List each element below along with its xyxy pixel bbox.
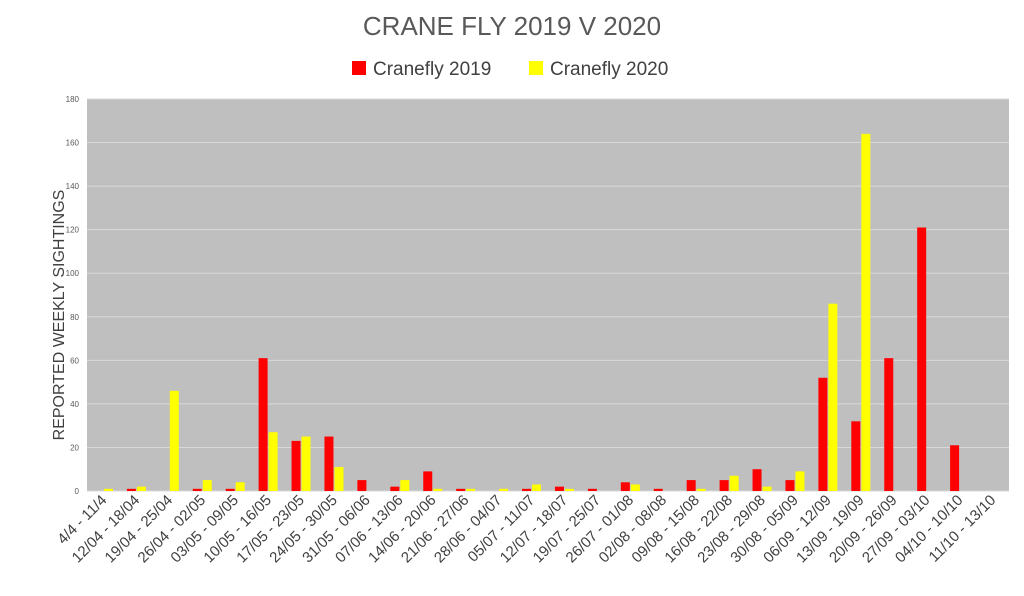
legend-label-2019: Cranefly 2019 (373, 59, 491, 80)
y-tick-label: 180 (66, 95, 80, 104)
bar-2019 (785, 480, 795, 491)
y-tick-label: 120 (66, 226, 80, 235)
bar-2020 (729, 475, 739, 491)
bar-2019 (357, 480, 367, 491)
bar-2020 (433, 488, 443, 491)
legend-label-2020: Cranefly 2020 (550, 59, 668, 80)
y-tick-label: 100 (66, 269, 80, 278)
y-axis-ticks: 0 20 40 60 80 100 120 140 160 180 (66, 95, 80, 496)
bar-2019 (126, 488, 136, 491)
y-tick-label: 60 (70, 356, 79, 365)
plot-area (87, 99, 1009, 491)
bar-2019 (686, 480, 696, 491)
bar-2020 (564, 488, 574, 491)
bar-2020 (301, 436, 311, 491)
bar-2019 (818, 377, 828, 491)
bar-2020 (499, 488, 509, 491)
bar-2020 (268, 432, 278, 491)
bar-2019 (456, 488, 466, 491)
y-tick-label: 160 (66, 139, 80, 148)
bar-2020 (202, 480, 212, 491)
bars (103, 133, 960, 491)
bar-2020 (828, 303, 838, 491)
bar-2020 (334, 467, 344, 491)
bar-2019 (554, 486, 564, 491)
bar-2020 (103, 488, 113, 491)
legend-swatch-2020 (529, 61, 543, 75)
y-tick-label: 40 (70, 400, 79, 409)
bar-2019 (324, 436, 334, 491)
bar-2019 (653, 488, 663, 491)
bar-2019 (752, 469, 762, 491)
bar-2019 (719, 480, 729, 491)
y-axis-label: REPORTED WEEKLY SIGHTINGS (51, 190, 68, 441)
bar-2019 (522, 488, 532, 491)
bar-2020 (630, 484, 640, 491)
bar-2019 (423, 471, 433, 491)
bar-2020 (169, 390, 179, 491)
legend: Cranefly 2019 Cranefly 2020 (352, 59, 668, 80)
bar-2019 (587, 488, 597, 491)
bar-2019 (620, 482, 630, 491)
bar-2019 (884, 358, 894, 491)
bar-2020 (400, 480, 410, 491)
y-tick-label: 0 (75, 487, 80, 496)
bar-2019 (950, 445, 960, 491)
bar-2019 (917, 227, 927, 491)
bar-2019 (192, 488, 202, 491)
legend-swatch-2019 (352, 61, 366, 75)
bar-2019 (225, 488, 235, 491)
bar-2020 (136, 486, 146, 491)
bar-2019 (390, 486, 400, 491)
bar-2020 (861, 133, 871, 491)
bar-2019 (258, 358, 268, 491)
bar-2020 (466, 488, 476, 491)
bar-2020 (532, 484, 542, 491)
y-tick-label: 140 (66, 182, 80, 191)
bar-2019 (291, 440, 301, 491)
bar-2020 (795, 471, 805, 491)
bar-2020 (696, 488, 706, 491)
chart-title: CRANE FLY 2019 V 2020 (363, 11, 661, 41)
y-tick-label: 80 (70, 313, 79, 322)
y-tick-label: 20 (70, 443, 79, 452)
bar-2019 (851, 421, 861, 491)
bar-2020 (762, 486, 772, 491)
bar-2020 (235, 482, 245, 491)
